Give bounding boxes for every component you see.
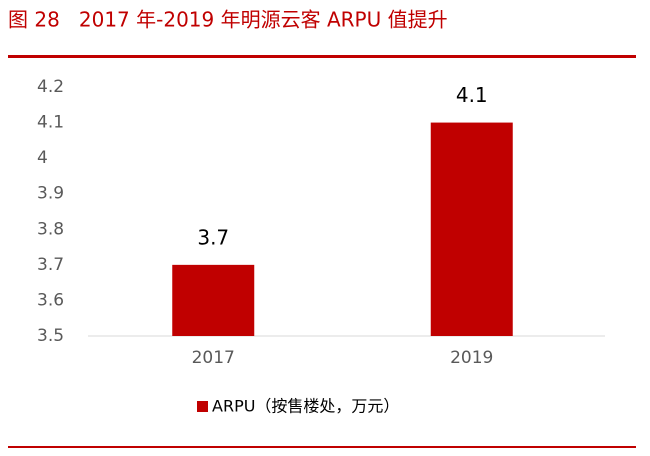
y-tick-label: 3.6 [37,290,64,310]
bar [430,122,513,336]
data-label: 3.7 [197,225,229,249]
x-tick-label: 2017 [192,348,235,368]
x-tick-label: 2019 [450,348,493,368]
y-tick-label: 3.5 [37,326,64,346]
data-label: 4.1 [456,83,488,107]
legend-label: ARPU（按售楼处，万元） [212,397,399,416]
y-tick-label: 3.9 [37,184,64,204]
y-tick-label: 4 [37,148,48,168]
legend-swatch [197,401,208,412]
header-rule [8,55,636,58]
bar [172,264,255,336]
footer-rule [8,446,636,448]
chart-title: 图 28 2017 年-2019 年明源云客 ARPU 值提升 [8,8,448,32]
y-tick-label: 3.8 [37,219,64,239]
y-tick-label: 4.2 [37,77,64,97]
y-tick-label: 3.7 [37,255,64,275]
y-tick-label: 4.1 [37,113,64,133]
